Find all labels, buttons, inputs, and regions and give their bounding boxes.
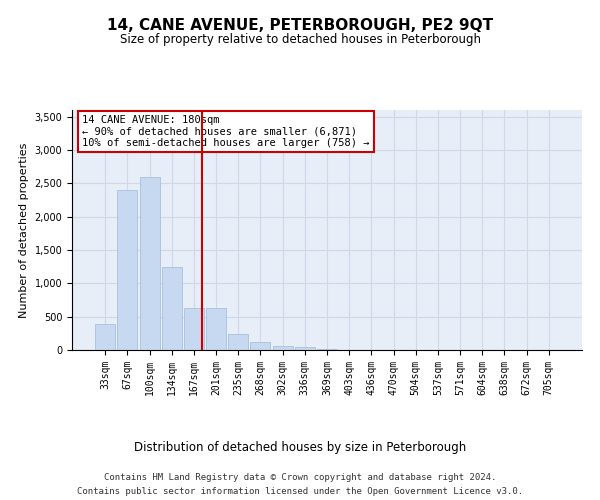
Bar [228,334,248,350]
Bar [317,348,337,350]
Bar [95,324,115,350]
Text: Size of property relative to detached houses in Peterborough: Size of property relative to detached ho… [119,32,481,46]
Bar [206,308,226,350]
Y-axis label: Number of detached properties: Number of detached properties [19,142,29,318]
Bar [184,308,204,350]
Text: 14, CANE AVENUE, PETERBOROUGH, PE2 9QT: 14, CANE AVENUE, PETERBOROUGH, PE2 9QT [107,18,493,32]
Text: Contains HM Land Registry data © Crown copyright and database right 2024.: Contains HM Land Registry data © Crown c… [104,473,496,482]
Bar [118,190,137,350]
Bar [295,347,315,350]
Text: Distribution of detached houses by size in Peterborough: Distribution of detached houses by size … [134,441,466,454]
Bar [272,346,293,350]
Bar [162,268,182,350]
Bar [140,178,160,350]
Text: Contains public sector information licensed under the Open Government Licence v3: Contains public sector information licen… [77,486,523,496]
Bar [250,342,271,350]
Text: 14 CANE AVENUE: 180sqm
← 90% of detached houses are smaller (6,871)
10% of semi-: 14 CANE AVENUE: 180sqm ← 90% of detached… [82,115,370,148]
